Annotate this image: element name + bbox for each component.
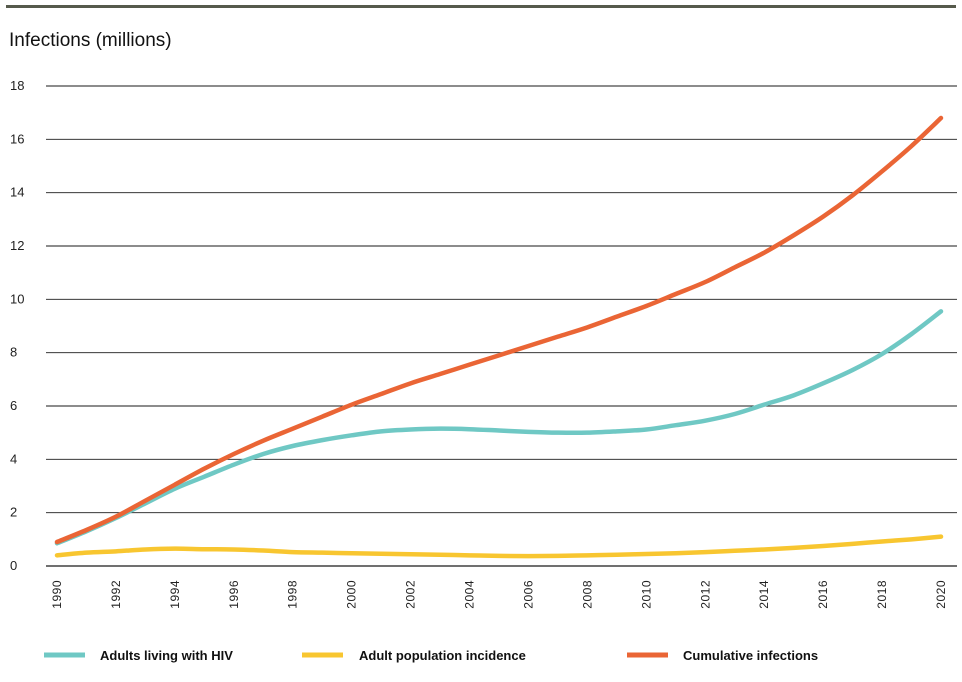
x-tick-label: 1994 bbox=[168, 580, 182, 609]
legend: Adults living with HIV Adult population i… bbox=[44, 648, 818, 663]
y-tick-label: 18 bbox=[10, 78, 24, 93]
y-axis-title: Infections (millions) bbox=[9, 30, 172, 51]
legend-label-adult-population-incidence: Adult population incidence bbox=[359, 648, 526, 663]
x-tick-label: 2018 bbox=[875, 580, 889, 609]
y-tick-label: 4 bbox=[10, 451, 17, 466]
x-tick-label: 1990 bbox=[50, 580, 64, 609]
y-tick-label: 0 bbox=[10, 558, 17, 573]
x-tick-label: 2004 bbox=[463, 580, 477, 609]
x-tick-label: 2010 bbox=[639, 580, 653, 609]
x-tick-label: 1996 bbox=[227, 580, 241, 609]
y-tick-label: 16 bbox=[10, 131, 24, 146]
x-tick-label: 2006 bbox=[521, 580, 535, 609]
gridlines bbox=[46, 85, 957, 567]
series-line-adult-population-incidence bbox=[54, 534, 944, 559]
x-tick-label: 2020 bbox=[934, 580, 948, 609]
y-tick-label: 2 bbox=[10, 505, 17, 520]
x-tick-label: 2012 bbox=[698, 580, 712, 609]
x-tick-label: 2014 bbox=[757, 580, 771, 609]
x-tick-label: 2000 bbox=[345, 580, 359, 609]
x-tick-label: 2016 bbox=[816, 580, 830, 609]
y-tick-label: 14 bbox=[10, 185, 24, 200]
series-line-adults-living-with-hiv bbox=[54, 309, 944, 546]
top-rule bbox=[6, 5, 956, 8]
y-tick-label: 12 bbox=[10, 238, 24, 253]
x-tick-label: 1998 bbox=[286, 580, 300, 609]
x-tick-label: 1992 bbox=[109, 580, 123, 609]
y-tick-label: 8 bbox=[10, 345, 17, 360]
series-line-cumulative-infections bbox=[54, 115, 944, 545]
legend-label-adults-living-with-hiv: Adults living with HIV bbox=[100, 648, 233, 663]
x-tick-label: 2002 bbox=[404, 580, 418, 609]
x-tick-labels: 1990 1992 1994 1996 1998 2000 2002 2004 2006 2008… bbox=[50, 580, 948, 609]
series-lines bbox=[54, 115, 944, 559]
y-tick-labels: 0 2 4 6 8 10 12 14 16 18 bbox=[10, 78, 24, 573]
x-tick-label: 2008 bbox=[580, 580, 594, 609]
y-tick-label: 6 bbox=[10, 398, 17, 413]
y-tick-label: 10 bbox=[10, 291, 24, 306]
legend-label-cumulative-infections: Cumulative infections bbox=[683, 648, 818, 663]
